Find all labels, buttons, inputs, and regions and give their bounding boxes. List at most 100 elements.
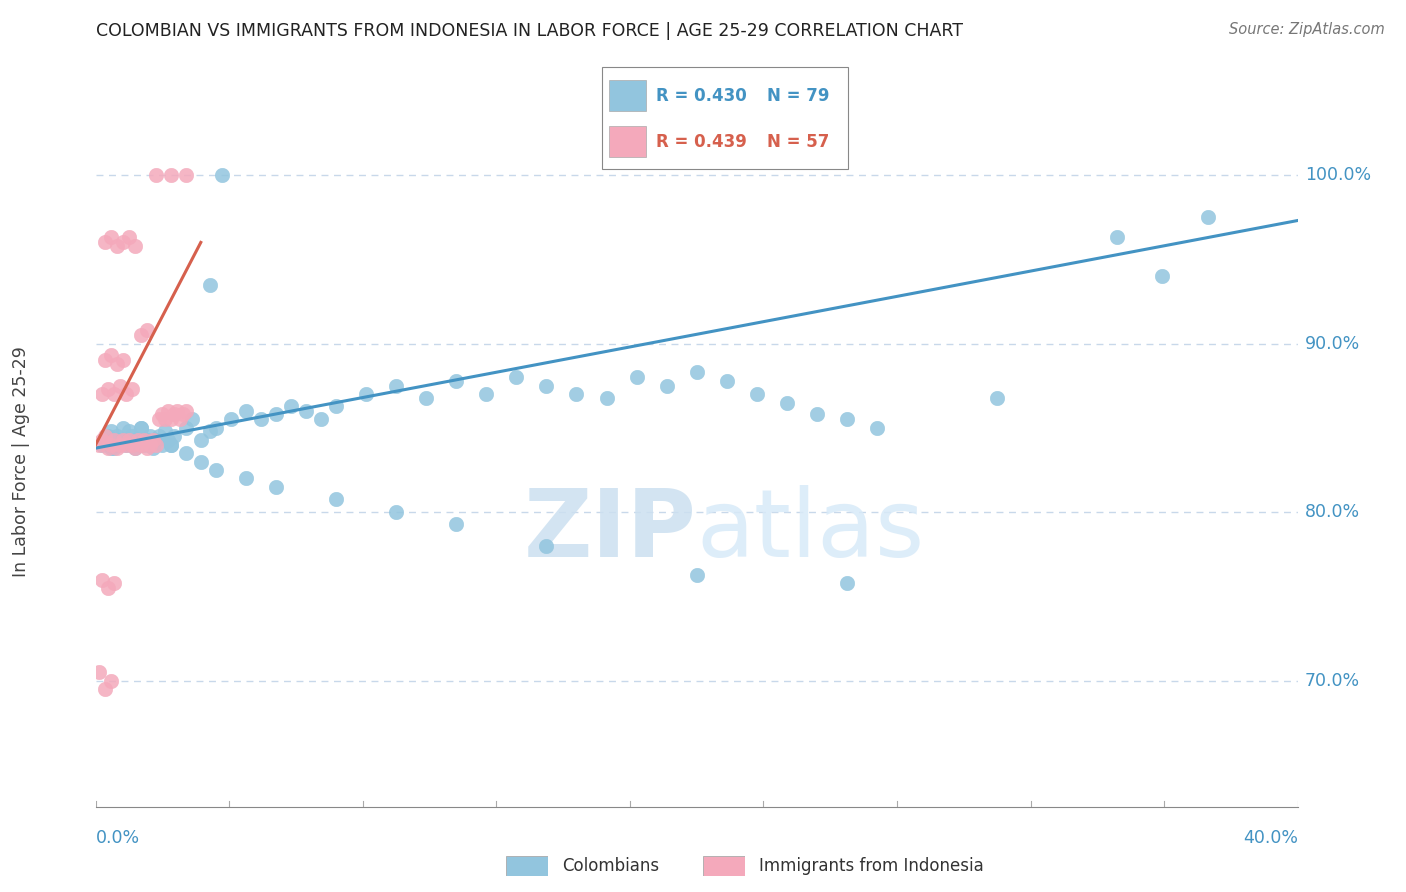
Point bbox=[105, 441, 128, 455]
Point bbox=[124, 441, 146, 455]
Point bbox=[100, 230, 122, 244]
Point bbox=[655, 378, 678, 392]
Text: 100.0%: 100.0% bbox=[1305, 166, 1371, 184]
Text: ZIP: ZIP bbox=[524, 484, 697, 577]
Point bbox=[866, 421, 889, 435]
Point bbox=[93, 235, 115, 250]
Text: N = 79: N = 79 bbox=[766, 87, 830, 104]
Point bbox=[295, 404, 318, 418]
Point bbox=[121, 438, 143, 452]
Point bbox=[1107, 230, 1129, 244]
Point bbox=[111, 421, 134, 435]
Point bbox=[142, 441, 165, 455]
Point bbox=[97, 382, 120, 396]
Text: 40.0%: 40.0% bbox=[1243, 830, 1298, 847]
Point bbox=[111, 433, 134, 447]
Point bbox=[159, 438, 181, 452]
Text: R = 0.430: R = 0.430 bbox=[655, 87, 747, 104]
Point bbox=[105, 429, 128, 443]
Point bbox=[145, 168, 167, 182]
Text: Immigrants from Indonesia: Immigrants from Indonesia bbox=[759, 857, 984, 875]
Point bbox=[159, 168, 181, 182]
Point bbox=[716, 374, 738, 388]
Point bbox=[150, 438, 173, 452]
Point bbox=[156, 404, 179, 418]
Point bbox=[309, 412, 332, 426]
Point bbox=[174, 421, 197, 435]
Point bbox=[1152, 269, 1174, 284]
Point bbox=[264, 480, 287, 494]
Point bbox=[475, 387, 498, 401]
Point bbox=[150, 408, 173, 422]
Point bbox=[87, 438, 110, 452]
Point bbox=[198, 424, 221, 438]
Point bbox=[121, 438, 143, 452]
Point bbox=[163, 408, 186, 422]
Point bbox=[114, 438, 136, 452]
Point bbox=[129, 421, 152, 435]
Point bbox=[180, 412, 202, 426]
Point bbox=[205, 463, 228, 477]
Text: Colombians: Colombians bbox=[562, 857, 659, 875]
Point bbox=[835, 412, 858, 426]
Point bbox=[97, 441, 120, 455]
Point bbox=[444, 516, 467, 531]
Point bbox=[211, 168, 233, 182]
Text: R = 0.439: R = 0.439 bbox=[655, 133, 747, 151]
Point bbox=[129, 328, 152, 343]
Point bbox=[97, 581, 120, 595]
Point bbox=[127, 433, 149, 447]
Point bbox=[87, 665, 110, 680]
Point bbox=[138, 429, 160, 443]
Point bbox=[250, 412, 273, 426]
Point bbox=[835, 576, 858, 591]
Point bbox=[145, 433, 167, 447]
Point bbox=[100, 673, 122, 688]
Point bbox=[103, 387, 125, 401]
Point bbox=[142, 433, 165, 447]
Point bbox=[986, 391, 1008, 405]
Point bbox=[108, 433, 131, 447]
Point bbox=[169, 412, 191, 426]
Point bbox=[118, 230, 141, 244]
Point bbox=[190, 433, 212, 447]
Point bbox=[145, 438, 167, 452]
Point bbox=[103, 576, 125, 591]
Point bbox=[148, 429, 170, 443]
Point bbox=[235, 471, 257, 485]
Point bbox=[100, 424, 122, 438]
Point bbox=[132, 433, 155, 447]
Point bbox=[325, 491, 347, 506]
Point bbox=[114, 438, 136, 452]
Point bbox=[135, 441, 157, 455]
Point bbox=[124, 441, 146, 455]
FancyBboxPatch shape bbox=[609, 127, 647, 157]
Point bbox=[264, 408, 287, 422]
Point bbox=[121, 429, 143, 443]
Text: 70.0%: 70.0% bbox=[1305, 672, 1360, 690]
Text: 0.0%: 0.0% bbox=[96, 830, 139, 847]
Point bbox=[235, 404, 257, 418]
Point bbox=[108, 378, 131, 392]
Point bbox=[127, 433, 149, 447]
Point bbox=[93, 433, 115, 447]
FancyBboxPatch shape bbox=[703, 856, 745, 876]
Point bbox=[280, 399, 302, 413]
Point bbox=[97, 429, 120, 443]
Point bbox=[111, 353, 134, 368]
Point bbox=[745, 387, 768, 401]
Point bbox=[93, 682, 115, 697]
Point bbox=[536, 539, 558, 553]
FancyBboxPatch shape bbox=[609, 80, 647, 111]
Point bbox=[118, 424, 141, 438]
Point bbox=[174, 404, 197, 418]
Point bbox=[90, 433, 112, 447]
Point bbox=[626, 370, 648, 384]
Point bbox=[536, 378, 558, 392]
Point bbox=[354, 387, 377, 401]
Point bbox=[135, 323, 157, 337]
Point bbox=[190, 455, 212, 469]
FancyBboxPatch shape bbox=[506, 856, 548, 876]
Point bbox=[90, 573, 112, 587]
Point bbox=[138, 438, 160, 452]
